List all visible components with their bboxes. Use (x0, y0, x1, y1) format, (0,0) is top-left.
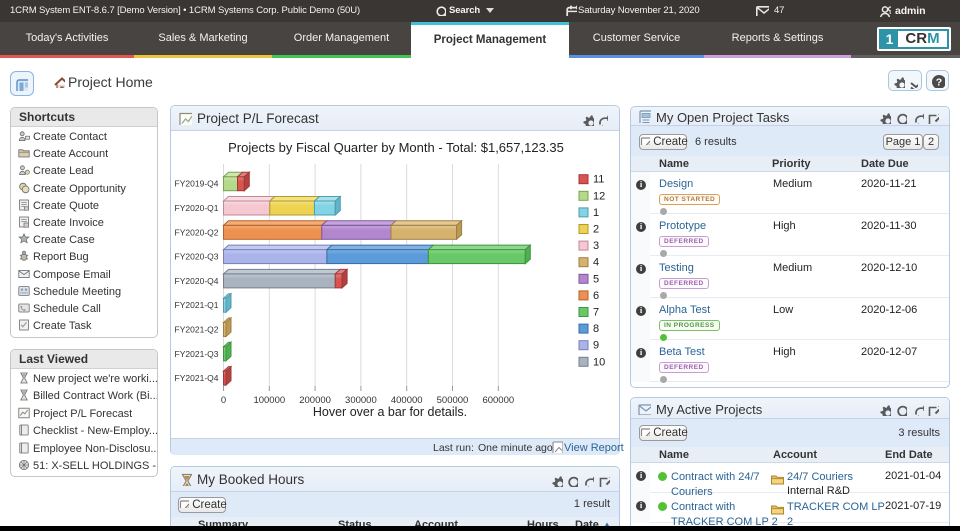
svg-text:6: 6 (593, 290, 599, 302)
svg-text:FY2021-Q3: FY2021-Q3 (175, 349, 219, 359)
svg-text:300000: 300000 (345, 395, 377, 406)
svg-text:11: 11 (593, 174, 604, 186)
svg-text:Projects by Fiscal Quarter by: Projects by Fiscal Quarter by Month - To… (228, 140, 564, 155)
svg-text:200000: 200000 (299, 395, 331, 406)
svg-text:FY2020-Q2: FY2020-Q2 (175, 227, 219, 237)
svg-text:FY2020-Q1: FY2020-Q1 (175, 203, 219, 213)
svg-text:500000: 500000 (437, 395, 469, 406)
svg-text:1: 1 (593, 207, 599, 219)
svg-text:FY2021-Q4: FY2021-Q4 (175, 373, 219, 383)
svg-text:2: 2 (593, 224, 599, 236)
svg-text:7: 7 (593, 307, 599, 319)
svg-text:5: 5 (593, 273, 599, 285)
svg-text:0: 0 (221, 395, 226, 406)
svg-text:3: 3 (593, 240, 599, 252)
svg-text:8: 8 (593, 323, 599, 335)
svg-text:100000: 100000 (253, 395, 285, 406)
svg-text:FY2020-Q3: FY2020-Q3 (175, 252, 219, 262)
svg-text:9: 9 (593, 340, 599, 352)
svg-text:Hover over a bar for details.: Hover over a bar for details. (313, 405, 467, 419)
svg-text:FY2019-Q4: FY2019-Q4 (175, 179, 219, 189)
svg-text:12: 12 (593, 190, 605, 202)
svg-text:FY2020-Q4: FY2020-Q4 (175, 276, 219, 286)
svg-text:FY2021-Q2: FY2021-Q2 (175, 325, 219, 335)
svg-text:600000: 600000 (482, 395, 514, 406)
svg-text:400000: 400000 (391, 395, 423, 406)
svg-text:?: ? (935, 77, 941, 88)
svg-text:FY2021-Q1: FY2021-Q1 (175, 300, 219, 310)
svg-text:4: 4 (593, 257, 599, 269)
svg-text:10: 10 (593, 356, 605, 368)
